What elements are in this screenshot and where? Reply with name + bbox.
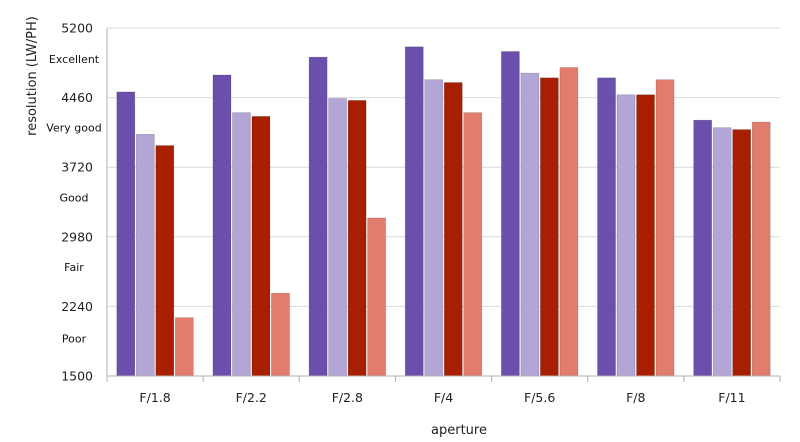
bar [443, 82, 463, 377]
bar [175, 317, 194, 377]
bar [404, 46, 424, 377]
bar [559, 67, 579, 377]
bar [328, 98, 347, 377]
x-tick-label: F/1.8 [139, 390, 170, 405]
quality-label: Excellent [49, 53, 100, 66]
bar [463, 112, 483, 377]
x-tick-label: F/2.2 [236, 390, 267, 405]
bar [540, 77, 559, 377]
gridlines [107, 27, 780, 307]
bars [116, 46, 771, 377]
quality-label: Poor [62, 332, 87, 345]
x-tick-label: F/4 [434, 390, 453, 405]
y-tick-label: 2980 [61, 229, 93, 244]
quality-label: Very good [46, 122, 101, 135]
bar [271, 292, 290, 377]
bar [751, 121, 771, 377]
y-tick-label: 2240 [61, 299, 93, 314]
bar [693, 119, 712, 377]
y-tick-labels: 1500 2240 2980 3720 4460 5200 [61, 21, 93, 384]
y-axis-label: resolution (LW/PH) [25, 16, 40, 136]
axes [106, 28, 781, 382]
y-tick-label: 4460 [61, 90, 93, 105]
x-axis-label: aperture [431, 423, 487, 438]
x-tick-label: F/2.8 [332, 390, 363, 405]
bar [655, 79, 675, 377]
y-tick-label: 1500 [61, 369, 93, 384]
bar [424, 79, 444, 377]
bar [308, 56, 328, 377]
bar [116, 91, 136, 377]
bar [155, 145, 175, 377]
x-tick-labels: F/1.8 F/2.2 F/2.8 F/4 F/5.6 F/8 F/11 [139, 390, 745, 405]
bar [616, 94, 636, 377]
bar [367, 217, 386, 377]
x-tick-label: F/8 [626, 390, 645, 405]
bar [501, 51, 520, 377]
x-tick-label: F/11 [718, 390, 745, 405]
bar [636, 94, 655, 377]
quality-label: Good [60, 191, 89, 204]
bar [347, 100, 367, 377]
quality-labels: Excellent Very good Good Fair Poor [46, 53, 101, 345]
y-tick-label: 3720 [61, 160, 93, 175]
bar [597, 77, 616, 377]
quality-label: Fair [64, 261, 84, 274]
bar [232, 112, 251, 377]
bar [732, 129, 751, 377]
bar [712, 127, 732, 377]
bar [212, 74, 232, 377]
bar [251, 116, 271, 377]
y-tick-label: 5200 [61, 21, 93, 36]
x-tick-label: F/5.6 [524, 390, 555, 405]
bar [520, 72, 540, 377]
bar [136, 133, 155, 377]
